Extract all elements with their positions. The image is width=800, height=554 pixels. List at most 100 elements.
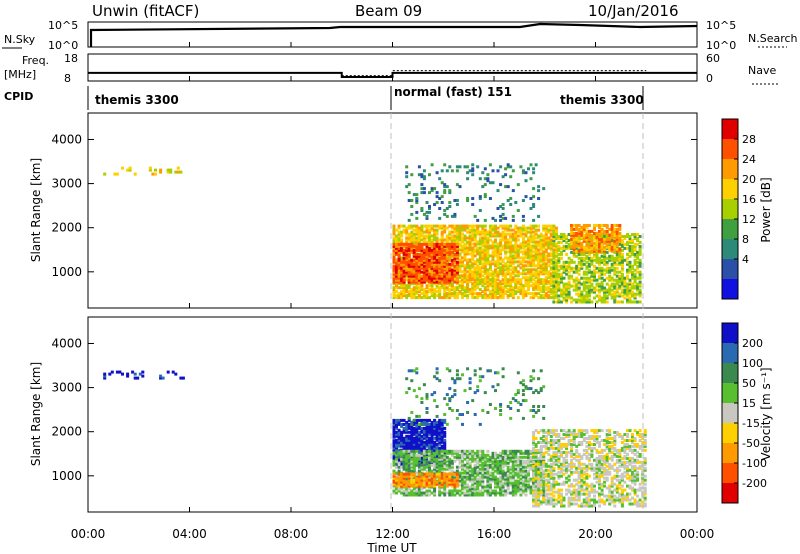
range-cell	[405, 440, 409, 444]
range-cell	[519, 226, 523, 230]
range-cell	[615, 282, 619, 286]
range-cell	[468, 288, 472, 292]
range-cell	[405, 453, 409, 457]
range-cell	[529, 459, 533, 463]
range-cell	[468, 252, 472, 256]
range-cell	[476, 248, 480, 252]
range-cell	[410, 242, 414, 246]
range-cell	[524, 469, 528, 473]
range-cell	[410, 482, 414, 486]
range-cell	[440, 224, 444, 228]
range-cell	[478, 459, 482, 463]
range-cell	[468, 292, 472, 296]
range-cell	[521, 469, 525, 473]
range-cell	[537, 274, 541, 278]
range-cell	[577, 288, 581, 292]
range-cell	[615, 262, 619, 266]
range-cell	[397, 264, 401, 268]
range-cell	[488, 294, 492, 298]
range-cell	[585, 231, 589, 235]
range-cell	[458, 224, 462, 228]
range-cell	[580, 245, 584, 249]
range-cell	[509, 455, 513, 459]
range-cell	[516, 280, 520, 284]
range-cell	[537, 264, 541, 268]
range-cell	[410, 438, 414, 442]
range-cell	[509, 250, 513, 254]
range-cell	[544, 264, 548, 268]
range-cell	[537, 228, 541, 232]
range-cell	[420, 482, 424, 486]
range-cell	[603, 288, 607, 292]
range-cell	[577, 224, 581, 227]
range-cell	[400, 487, 404, 491]
range-cell	[412, 248, 416, 252]
range-cell	[572, 288, 576, 292]
range-cell	[397, 430, 401, 434]
range-cell	[519, 244, 523, 248]
range-cell	[392, 438, 396, 442]
range-cell	[478, 256, 482, 260]
range-cell	[438, 474, 442, 478]
range-cell	[529, 252, 533, 256]
range-cell	[392, 224, 396, 228]
range-cell	[392, 482, 396, 486]
range-cell	[425, 440, 429, 444]
range-cell	[514, 244, 518, 248]
range-cell	[532, 284, 536, 288]
range-cell	[440, 484, 444, 488]
range-cell	[415, 286, 419, 290]
range-cell	[397, 254, 401, 258]
range-cell	[547, 228, 551, 232]
range-cell	[600, 266, 604, 270]
range-cell	[412, 436, 416, 440]
range-cell	[557, 256, 561, 260]
range-cell	[527, 268, 530, 272]
range-cell	[613, 272, 617, 276]
range-cell	[499, 250, 503, 254]
range-cell	[415, 228, 419, 232]
range-cell	[549, 288, 553, 292]
range-cell	[603, 235, 607, 238]
range-cell	[476, 246, 480, 250]
range-cell	[633, 280, 637, 284]
range-cell	[600, 296, 604, 300]
range-cell	[433, 453, 437, 457]
colorbar-tick-label: 8	[742, 233, 749, 246]
range-cell	[420, 458, 424, 462]
range-cell	[623, 235, 627, 238]
range-cell	[491, 252, 495, 256]
range-cell	[395, 476, 398, 480]
range-cell	[544, 228, 548, 232]
range-cell	[420, 262, 424, 266]
range-cell	[443, 256, 447, 260]
range-cell	[509, 264, 513, 268]
range-cell	[407, 446, 411, 450]
range-cell	[438, 442, 442, 446]
range-cell	[410, 199, 414, 202]
range-cell	[445, 449, 449, 453]
range-cell	[392, 434, 396, 438]
range-cell	[466, 475, 470, 479]
range-cell	[425, 230, 429, 234]
range-cell	[501, 216, 505, 220]
range-cell	[494, 226, 497, 230]
range-cell	[587, 278, 591, 282]
range-cell	[532, 236, 536, 240]
range-cell	[443, 212, 447, 216]
range-cell	[488, 473, 492, 477]
range-cell	[420, 491, 424, 495]
range-cell	[430, 463, 434, 467]
colorbar-segment	[722, 239, 738, 260]
range-cell	[430, 274, 434, 278]
range-cell	[407, 183, 411, 187]
range-cell	[443, 449, 447, 453]
range-cell	[582, 258, 586, 262]
range-cell	[633, 237, 637, 240]
range-cell	[412, 491, 416, 495]
range-cell	[407, 199, 411, 202]
range-cell	[443, 266, 447, 270]
range-cell	[514, 280, 518, 284]
range-cell	[499, 477, 503, 481]
range-cell	[428, 457, 431, 461]
